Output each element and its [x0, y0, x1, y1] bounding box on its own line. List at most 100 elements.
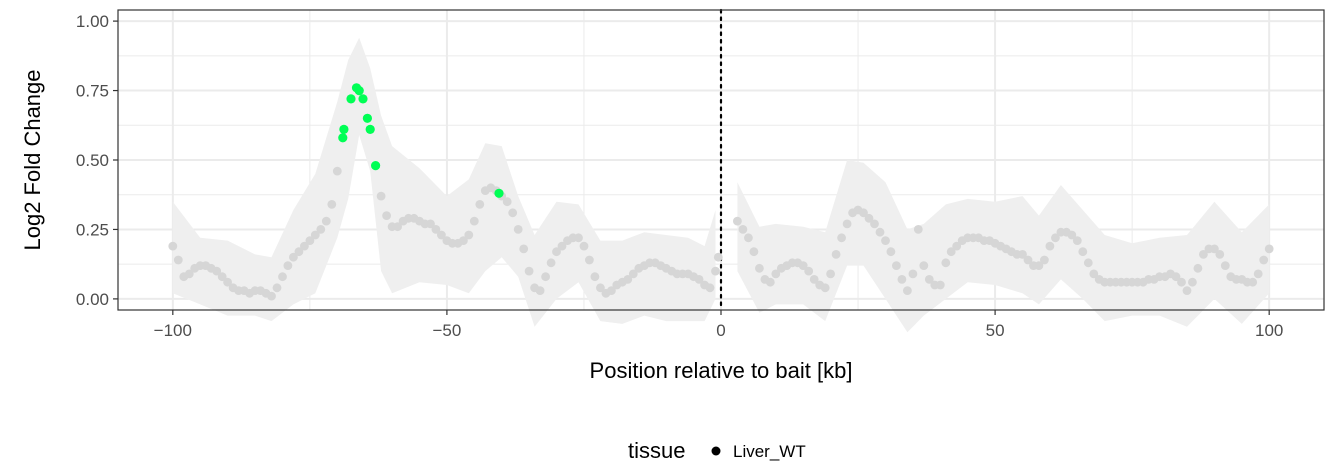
data-point	[546, 258, 556, 268]
significant-point	[338, 133, 348, 143]
data-point	[283, 261, 293, 270]
data-point	[513, 225, 523, 234]
data-point	[771, 269, 781, 279]
data-point	[892, 261, 901, 270]
data-point	[1253, 269, 1263, 279]
data-point	[1034, 261, 1044, 270]
data-point	[574, 233, 583, 243]
x-tick-label: 0	[716, 321, 725, 340]
data-point	[935, 280, 945, 290]
data-point	[272, 283, 282, 293]
data-point	[1023, 255, 1033, 265]
data-point	[837, 233, 846, 243]
data-point	[809, 275, 819, 284]
x-axis-title: Position relative to bait [kb]	[590, 358, 853, 383]
data-point	[886, 247, 896, 257]
significant-point	[494, 188, 504, 198]
y-tick-label: 0.00	[76, 290, 109, 309]
significant-point	[358, 94, 368, 104]
data-point	[1089, 269, 1099, 279]
data-point	[524, 266, 534, 276]
data-point	[826, 269, 835, 279]
data-point	[173, 255, 183, 265]
x-tick-label: −50	[432, 321, 461, 340]
data-point	[426, 219, 435, 229]
legend: tissue Liver_WT	[628, 438, 806, 463]
data-point	[459, 236, 468, 246]
data-point	[607, 286, 616, 295]
confidence-ribbon	[172, 37, 716, 327]
significant-points	[338, 83, 504, 198]
data-point	[310, 230, 320, 240]
data-point	[437, 230, 446, 240]
y-tick-label: 0.50	[76, 151, 109, 170]
data-point	[1248, 277, 1258, 287]
significant-point	[362, 113, 372, 123]
data-point	[1199, 250, 1208, 259]
data-point	[738, 225, 748, 234]
data-point	[842, 219, 852, 229]
data-point	[1018, 250, 1027, 259]
data-point	[694, 275, 704, 284]
data-point	[875, 227, 885, 237]
data-point	[859, 208, 868, 218]
data-point	[705, 283, 715, 293]
data-point	[552, 247, 561, 257]
data-point	[1193, 263, 1203, 273]
data-point	[713, 252, 723, 262]
significant-point	[354, 86, 364, 96]
data-point	[1067, 230, 1077, 240]
data-point	[711, 266, 720, 276]
data-point	[755, 263, 764, 273]
data-point	[579, 241, 589, 251]
data-point	[765, 277, 775, 287]
data-point	[1040, 255, 1049, 265]
data-point	[1215, 250, 1225, 259]
data-point	[946, 247, 956, 257]
data-point	[382, 211, 391, 221]
data-point	[870, 219, 879, 229]
data-point	[908, 269, 918, 279]
data-point	[924, 275, 934, 284]
data-point	[1072, 236, 1082, 246]
data-point	[502, 197, 512, 207]
significant-point	[371, 161, 381, 171]
data-point	[464, 230, 474, 240]
significant-point	[346, 94, 356, 104]
x-tick-label: −100	[154, 321, 192, 340]
data-point	[376, 191, 386, 201]
data-point	[267, 291, 276, 301]
data-point	[585, 255, 594, 265]
data-point	[168, 241, 178, 251]
data-point	[541, 272, 550, 282]
data-point	[316, 225, 326, 234]
data-point	[535, 286, 545, 295]
data-point	[212, 266, 222, 276]
data-point	[913, 225, 923, 234]
data-points	[168, 83, 1274, 301]
data-point	[831, 250, 841, 259]
data-point	[305, 236, 315, 246]
data-point	[1045, 241, 1055, 251]
data-point	[475, 200, 485, 209]
legend-key-point	[711, 446, 721, 456]
data-point	[393, 222, 402, 232]
data-point	[300, 241, 309, 251]
data-point	[1051, 233, 1060, 243]
data-point	[798, 261, 808, 270]
data-point	[919, 261, 929, 270]
data-point	[897, 275, 907, 284]
data-point	[1220, 261, 1230, 270]
data-point	[217, 272, 227, 282]
x-tick-label: 100	[1255, 321, 1283, 340]
significant-point	[365, 124, 375, 134]
data-point	[1264, 244, 1274, 254]
data-point	[1171, 272, 1181, 282]
data-point	[332, 166, 342, 176]
data-point	[749, 247, 759, 257]
data-point	[596, 283, 605, 293]
data-point	[278, 272, 287, 282]
data-point	[1188, 277, 1197, 287]
data-point	[327, 200, 337, 209]
